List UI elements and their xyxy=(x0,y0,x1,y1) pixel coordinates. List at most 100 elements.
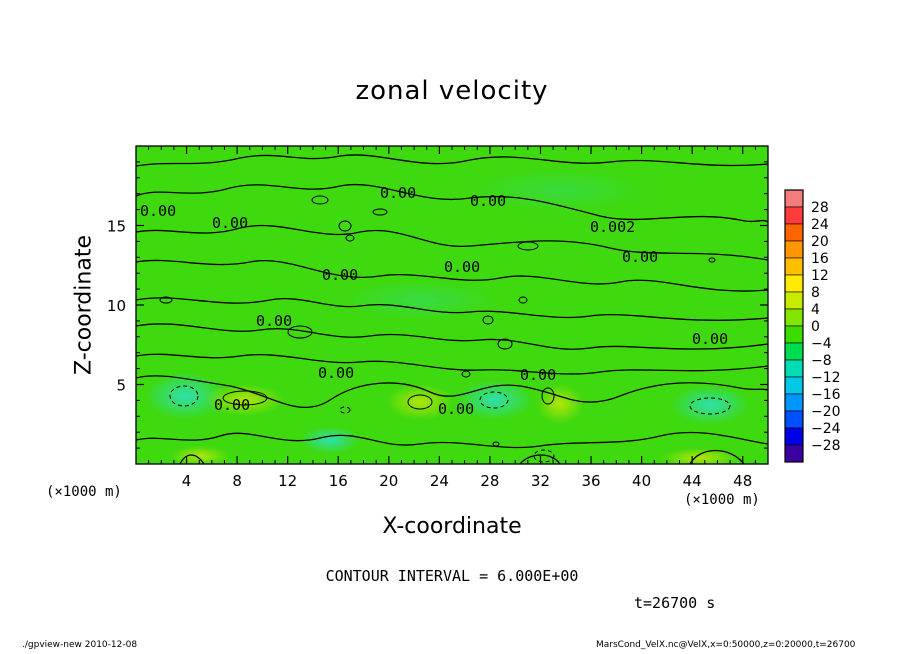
contour-label: 0.002 xyxy=(590,218,635,236)
colorbar-swatch xyxy=(784,308,804,327)
negative-contour xyxy=(339,406,351,414)
contour-island xyxy=(482,315,494,325)
negative-contours xyxy=(169,385,731,463)
contour-label: 0.00 xyxy=(692,330,728,348)
contour-island xyxy=(497,338,513,350)
colorbar-swatch xyxy=(784,274,804,293)
colorbar-label: −20 xyxy=(811,404,841,420)
negative-contour xyxy=(689,397,731,415)
colorbar-swatch xyxy=(784,223,804,242)
contour-label: 0.00 xyxy=(318,364,354,382)
contour-interval-text: CONTOUR INTERVAL = 6.000E+00 xyxy=(325,567,579,585)
anomaly-positive xyxy=(536,384,584,424)
x-tick-label: 8 xyxy=(232,472,242,490)
colorbar-label: −12 xyxy=(811,370,841,386)
x-tick-label: 32 xyxy=(531,472,550,490)
anomaly-negative xyxy=(300,426,360,454)
anomaly-negative xyxy=(470,168,650,212)
contour-line xyxy=(136,431,768,449)
contour-line xyxy=(136,154,768,167)
contour-line xyxy=(179,454,205,464)
anomaly-positive xyxy=(660,448,740,464)
x-tick-label: 36 xyxy=(581,472,600,490)
colorbar-label: −24 xyxy=(811,421,841,437)
contour-line xyxy=(136,323,768,350)
colorbar-label: 28 xyxy=(811,200,829,216)
contour-line xyxy=(519,454,561,464)
contour-line xyxy=(689,450,745,464)
x-tick-label: 40 xyxy=(632,472,651,490)
contour-label: 0.00 xyxy=(622,248,658,266)
footer-left: ./gpview-new 2010-12-08 xyxy=(22,640,138,650)
x-unit-left: (×1000 m) xyxy=(46,484,122,500)
anomaly-negative xyxy=(145,372,225,420)
colorbar-swatch xyxy=(784,444,804,463)
colorbar-swatch xyxy=(784,376,804,395)
anomaly-positive xyxy=(386,384,454,420)
colorbar-swatch xyxy=(784,240,804,259)
colorbar-swatch xyxy=(784,359,804,378)
x-tick-label: 28 xyxy=(480,472,499,490)
contour-label: 0.00 xyxy=(438,400,474,418)
contour-island xyxy=(222,390,268,406)
contour-label: 0.00 xyxy=(256,312,292,330)
contour-line xyxy=(136,259,768,292)
contour-island xyxy=(345,234,355,242)
contour-label: 0.00 xyxy=(444,258,480,276)
colorbar-label: 20 xyxy=(811,234,829,250)
contour-label: 0.00 xyxy=(520,366,556,384)
y-tick-label: 15 xyxy=(107,218,126,236)
negative-contour xyxy=(479,391,509,409)
contour-label: 0.00 xyxy=(212,214,248,232)
colorbar-label: −4 xyxy=(811,336,832,352)
anomaly-positive xyxy=(205,384,285,416)
colorbar-label: −16 xyxy=(811,387,841,403)
time-label: t=26700 s xyxy=(634,594,716,612)
colorbar-frame xyxy=(784,189,804,463)
colorbar-swatch xyxy=(784,206,804,225)
colorbar-label: 0 xyxy=(811,319,820,335)
colorbar-swatch xyxy=(784,189,804,208)
colorbar-label: 4 xyxy=(811,302,820,318)
y-axis-label: Z-coordinate xyxy=(71,235,97,375)
x-unit-right: (×1000 m) xyxy=(684,492,760,508)
contour-line xyxy=(136,297,768,321)
x-tick-label: 4 xyxy=(182,472,192,490)
colorbar-swatch xyxy=(784,291,804,310)
contour-line xyxy=(136,224,768,261)
contour-island xyxy=(492,441,500,447)
contour-island xyxy=(287,325,313,339)
anomaly-negative xyxy=(670,385,750,425)
field-area: 0.00 0.00 0.00 0.00 0.002 0.00 0.00 0.00 0.00 0.0… xyxy=(136,146,768,464)
colorbar-swatch xyxy=(784,325,804,344)
contour-island xyxy=(372,208,388,216)
contour-label: 0.00 xyxy=(380,184,416,202)
contour-island xyxy=(338,220,352,232)
y-tick-label: 10 xyxy=(107,297,126,315)
chart-title: zonal velocity xyxy=(355,76,549,106)
contour-label-group: 0.00 0.00 0.00 0.00 0.002 0.00 0.00 0.00 0.00 0.0… xyxy=(140,184,728,418)
x-tick-label: 20 xyxy=(379,472,398,490)
colorbar-swatch xyxy=(784,257,804,276)
colorbar-label: 16 xyxy=(811,251,829,267)
negative-contour xyxy=(169,385,199,407)
contour-island xyxy=(517,241,539,251)
colorbar-label: 24 xyxy=(811,217,829,233)
colorbar-swatch xyxy=(784,393,804,412)
contour-island xyxy=(407,394,433,410)
x-tick-label: 24 xyxy=(430,472,449,490)
y-tick-label: 5 xyxy=(116,377,126,395)
contour-island xyxy=(461,370,471,378)
contour-label: 0.00 xyxy=(140,202,176,220)
colorbar-label: 8 xyxy=(811,285,820,301)
contour-island xyxy=(518,296,528,304)
contour-line xyxy=(136,184,768,223)
contour-islands xyxy=(159,195,716,447)
contour-label: 0.00 xyxy=(214,396,250,414)
colorbar-label: 12 xyxy=(811,268,829,284)
contour-label: 0.00 xyxy=(470,192,506,210)
colorbar-swatch xyxy=(784,410,804,429)
